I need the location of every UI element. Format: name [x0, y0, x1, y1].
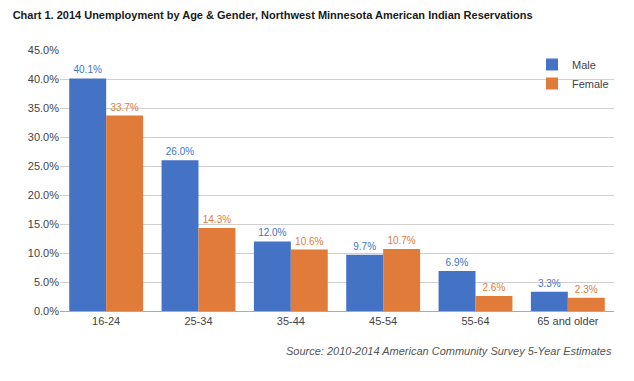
svg-text:2.3%: 2.3% — [575, 284, 598, 295]
svg-text:10.0%: 10.0% — [28, 247, 59, 259]
svg-text:33.7%: 33.7% — [110, 102, 138, 113]
svg-text:16-24: 16-24 — [92, 315, 120, 327]
svg-text:55-64: 55-64 — [461, 315, 489, 327]
svg-text:40.1%: 40.1% — [73, 64, 101, 75]
svg-text:35.0%: 35.0% — [28, 102, 59, 114]
svg-text:26.0%: 26.0% — [166, 146, 194, 157]
svg-text:25.0%: 25.0% — [28, 160, 59, 172]
svg-text:40.0%: 40.0% — [28, 73, 59, 85]
svg-text:45-54: 45-54 — [369, 315, 397, 327]
svg-text:10.7%: 10.7% — [387, 235, 415, 246]
svg-text:Chart 1. 2014 Unemployment by: Chart 1. 2014 Unemployment by Age & Gend… — [13, 9, 533, 21]
svg-text:30.0%: 30.0% — [28, 131, 59, 143]
svg-text:3.3%: 3.3% — [538, 278, 561, 289]
svg-text:45.0%: 45.0% — [28, 44, 59, 56]
svg-text:25-34: 25-34 — [184, 315, 212, 327]
svg-text:65 and older: 65 and older — [537, 315, 598, 327]
svg-text:14.3%: 14.3% — [203, 214, 231, 225]
svg-text:10.6%: 10.6% — [295, 236, 323, 247]
svg-text:20.0%: 20.0% — [28, 189, 59, 201]
svg-text:Source: 2010-2014 American Com: Source: 2010-2014 American Community Sur… — [286, 345, 612, 357]
svg-text:Male: Male — [572, 59, 596, 71]
svg-text:35-44: 35-44 — [277, 315, 305, 327]
svg-text:12.0%: 12.0% — [258, 227, 286, 238]
svg-text:Female: Female — [572, 78, 609, 90]
svg-text:0.0%: 0.0% — [34, 305, 59, 317]
svg-text:9.7%: 9.7% — [353, 241, 376, 252]
svg-text:6.9%: 6.9% — [446, 257, 469, 268]
svg-text:2.6%: 2.6% — [483, 282, 506, 293]
svg-text:15.0%: 15.0% — [28, 218, 59, 230]
svg-text:5.0%: 5.0% — [34, 276, 59, 288]
